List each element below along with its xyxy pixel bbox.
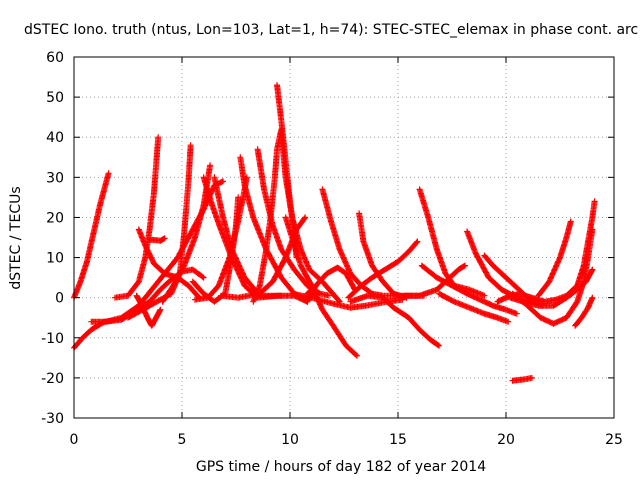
series-markers	[356, 210, 410, 301]
series-arc30	[436, 290, 512, 325]
series-arc17	[250, 126, 285, 305]
series-markers	[418, 262, 520, 317]
y-tick-label: -10	[41, 331, 64, 347]
x-tick-label: 25	[605, 432, 623, 448]
series-markers	[572, 294, 596, 329]
series-markers	[509, 374, 535, 384]
series-arc22	[304, 264, 358, 297]
x-tick-label: 0	[70, 432, 79, 448]
series-markers	[507, 266, 596, 309]
series-markers	[304, 264, 358, 297]
series-arc20	[282, 214, 360, 359]
tick-labels: 0 5 10 15 20 25 -30 -20 -10 0 10 20 30 40 50 60	[41, 50, 623, 448]
series-markers	[289, 290, 406, 311]
series-arc24	[345, 238, 421, 301]
series-arc21	[319, 186, 427, 299]
x-tick-label: 10	[281, 432, 299, 448]
series-markers	[416, 186, 488, 299]
series-markers	[71, 170, 112, 301]
plot-frame	[73, 56, 615, 419]
series-arc35	[507, 266, 596, 309]
y-tick-label: 50	[46, 90, 64, 106]
series-arc27	[416, 186, 488, 299]
series-markers	[401, 262, 468, 299]
y-tick-label: 0	[55, 291, 64, 307]
chart-title: dSTEC Iono. truth (ntus, Lon=103, Lat=1,…	[24, 22, 638, 38]
y-tick-label: 20	[46, 210, 64, 226]
data-points	[71, 82, 598, 384]
series-markers	[319, 186, 427, 299]
series-arc23	[289, 290, 406, 311]
series-markers	[436, 290, 512, 325]
y-axis-label: dSTEC / TECUs	[8, 186, 24, 289]
series-markers	[250, 126, 285, 305]
y-tick-label: 30	[46, 170, 64, 186]
x-tick-label: 5	[178, 432, 187, 448]
x-tick-label: 15	[389, 432, 407, 448]
series-arc4	[112, 134, 162, 301]
series-arc36	[535, 218, 574, 299]
series-arc38	[509, 374, 535, 384]
series-arc11	[211, 174, 285, 299]
series-markers	[112, 134, 162, 301]
axis-ticks	[73, 56, 615, 419]
y-tick-label: -20	[41, 371, 64, 387]
series-markers	[146, 235, 168, 244]
series-markers	[211, 174, 285, 299]
y-tick-label: 10	[46, 251, 64, 267]
y-tick-label: -30	[41, 411, 64, 427]
series-arc29	[418, 262, 520, 317]
series-arc28	[401, 262, 468, 299]
series-markers	[535, 218, 574, 299]
x-tick-label: 20	[497, 432, 515, 448]
series-arc37	[572, 294, 596, 329]
series-arc26	[347, 292, 442, 349]
series-arc25	[356, 210, 410, 301]
series-arc1	[71, 170, 112, 301]
series-markers	[347, 292, 442, 349]
series-arc7	[146, 235, 168, 244]
y-tick-label: 40	[46, 130, 64, 146]
series-markers	[345, 238, 421, 301]
x-axis-label: GPS time / hours of day 182 of year 2014	[196, 459, 486, 475]
series-markers	[282, 214, 360, 359]
y-tick-label: 60	[46, 50, 64, 66]
